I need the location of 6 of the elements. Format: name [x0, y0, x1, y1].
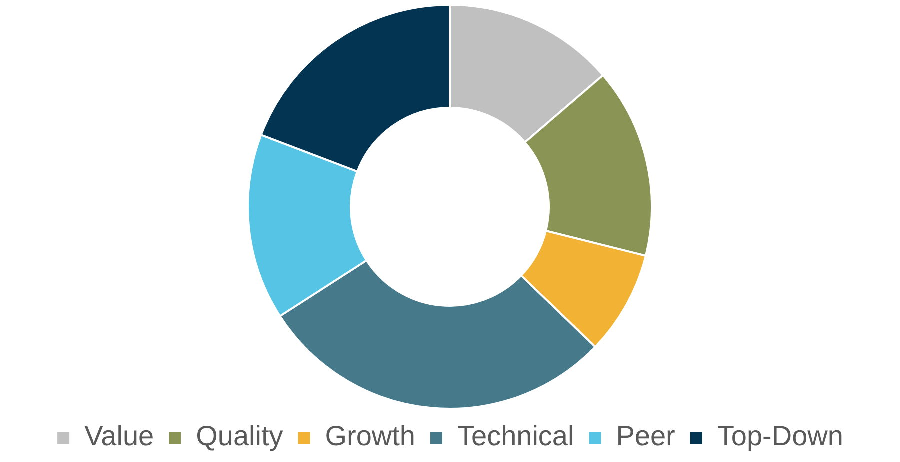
legend-label: Value	[84, 420, 154, 452]
legend-label: Technical	[458, 420, 574, 452]
legend-label: Peer	[616, 420, 676, 452]
legend-label: Growth	[325, 420, 416, 452]
legend-label: Quality	[196, 420, 284, 452]
legend-label: Top-Down	[717, 420, 844, 452]
